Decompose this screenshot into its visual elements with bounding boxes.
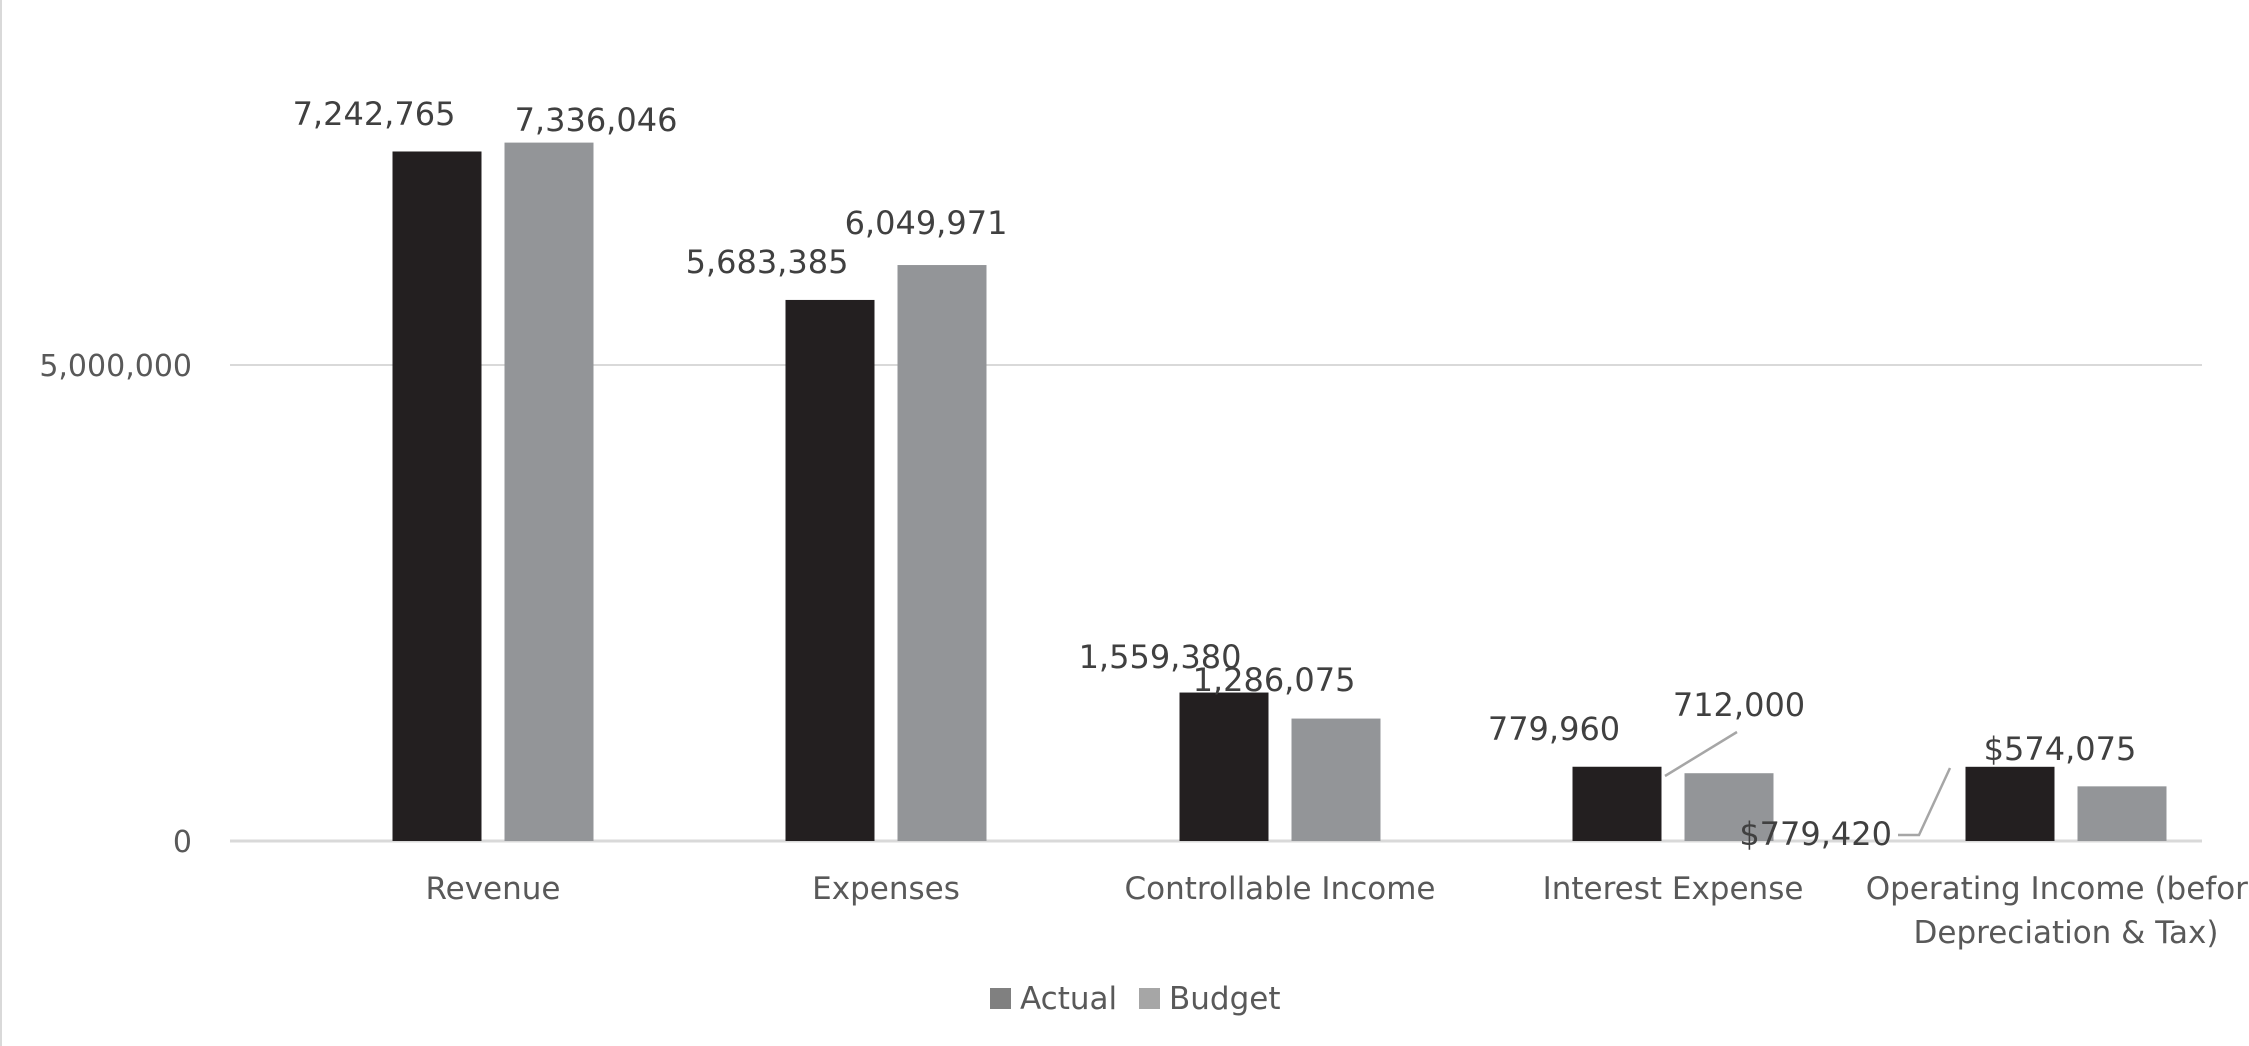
- bar-actual: [392, 151, 482, 841]
- x-category-label: Revenue: [425, 871, 560, 907]
- legend-swatch-budget: [1139, 988, 1160, 1009]
- data-label-budget: 712,000: [1673, 686, 1805, 724]
- data-label-budget: 7,336,046: [515, 101, 678, 139]
- bar-actual: [785, 299, 875, 841]
- data-label-budget: $574,075: [1984, 730, 2137, 768]
- y-tick-label: 0: [173, 825, 192, 860]
- legend-label-actual: Actual: [1020, 981, 1117, 1017]
- bar-actual: [1572, 766, 1662, 841]
- leader-line: [1664, 730, 1738, 778]
- data-label-budget: 1,286,075: [1193, 661, 1356, 699]
- x-category-label: Controllable Income: [1125, 871, 1436, 907]
- bar-budget: [1291, 718, 1381, 841]
- x-category-label: Operating Income (before: [1866, 871, 2249, 907]
- x-category-label: Interest Expense: [1543, 871, 1804, 907]
- legend-label-budget: Budget: [1169, 981, 1281, 1017]
- leader-line: [1898, 767, 1952, 837]
- x-category-label: Depreciation & Tax): [1914, 915, 2219, 951]
- data-label-actual: 5,683,385: [686, 243, 849, 281]
- y-tick-label: 5,000,000: [39, 349, 192, 384]
- x-category-label: Expenses: [812, 871, 960, 907]
- data-label-actual: $779,420: [1739, 815, 1892, 853]
- data-label-actual: 7,242,765: [293, 95, 456, 133]
- data-label-actual: 1,559,380: [1079, 638, 1242, 676]
- data-label-actual: 779,960: [1488, 710, 1620, 748]
- data-label-budget: 6,049,971: [845, 204, 1008, 242]
- bar-actual: [1965, 766, 2055, 841]
- bar-budget: [2077, 786, 2167, 841]
- bar-budget: [504, 142, 594, 842]
- bar-budget: [1684, 773, 1774, 841]
- bar-actual: [1179, 692, 1269, 841]
- bar-budget: [897, 265, 987, 842]
- legend-swatch-actual: [990, 988, 1011, 1009]
